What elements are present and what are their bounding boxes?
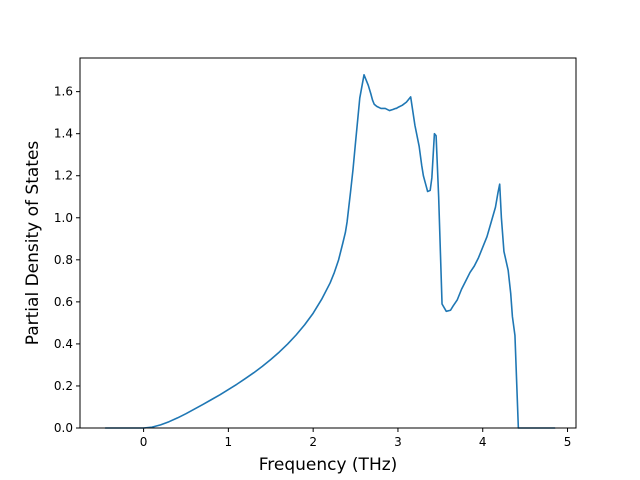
y-axis-ticks: 0.0 0.2 0.4 0.6 0.8 1.0 1.2 1.4 1.6 [54, 85, 80, 435]
y-tick-label: 0.6 [54, 295, 73, 309]
x-tick-label: 4 [479, 435, 487, 449]
x-tick-label: 3 [394, 435, 402, 449]
x-tick-label: 0 [140, 435, 148, 449]
y-axis-label: Partial Density of States [23, 141, 43, 346]
y-tick-label: 0.4 [54, 337, 73, 351]
plot-frame [79, 57, 577, 429]
y-tick-label: 1.4 [54, 127, 73, 141]
y-tick-label: 0.2 [54, 379, 73, 393]
y-tick-label: 1.2 [54, 169, 73, 183]
x-tick-label: 5 [564, 435, 572, 449]
x-axis-ticks: 0 1 2 3 4 5 [140, 428, 572, 449]
plot-area [80, 58, 576, 428]
series-layer [104, 74, 556, 429]
pdos-series-line [104, 74, 556, 429]
x-tick-label: 1 [225, 435, 233, 449]
y-tick-label: 0.0 [54, 421, 73, 435]
y-tick-label: 0.8 [54, 253, 73, 267]
x-tick-label: 2 [309, 435, 317, 449]
x-axis-label: Frequency (THz) [259, 455, 398, 475]
y-tick-label: 1.6 [54, 85, 73, 99]
y-tick-label: 1.0 [54, 211, 73, 225]
